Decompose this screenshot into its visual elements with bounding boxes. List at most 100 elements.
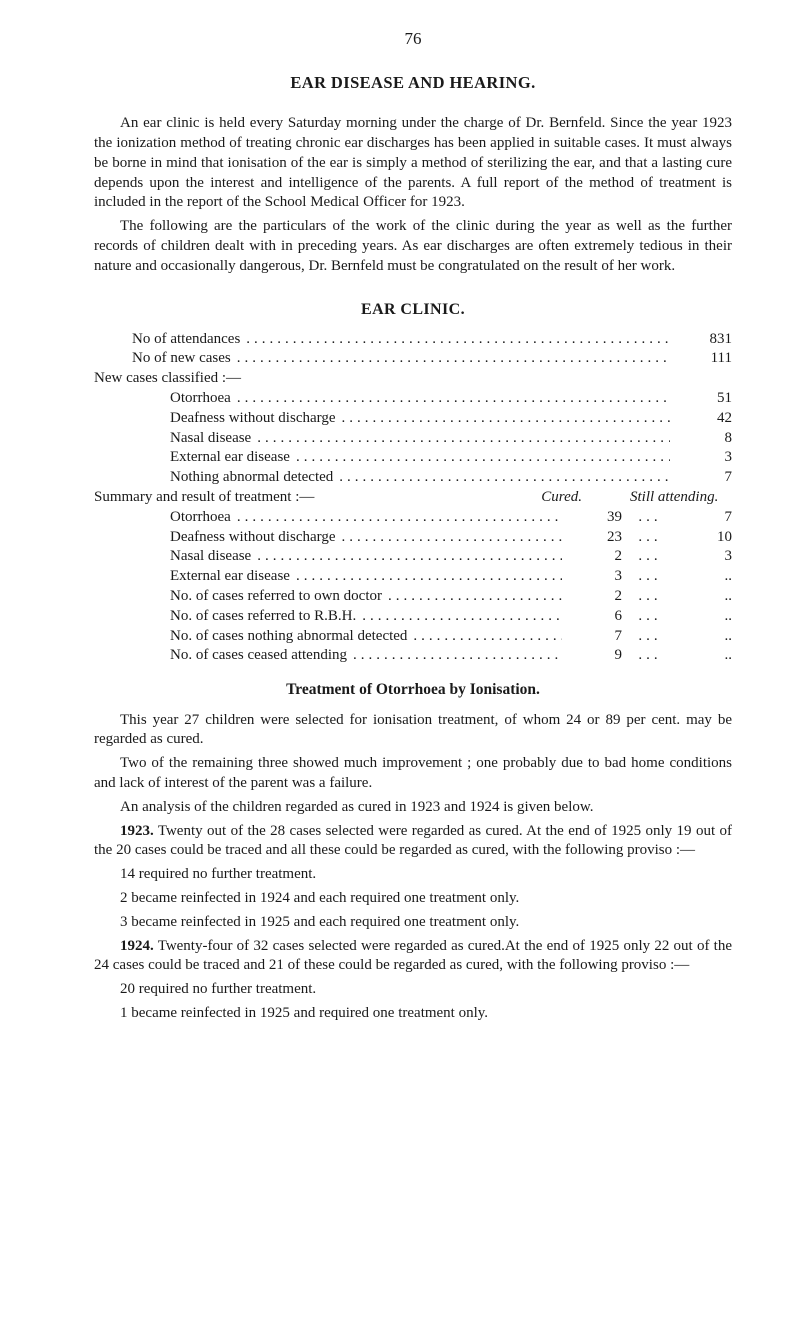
leader-dots: ........................................… xyxy=(231,349,670,369)
page: 76 EAR DISEASE AND HEARING. An ear clini… xyxy=(0,0,800,1320)
value: 7 xyxy=(670,468,732,488)
leader-dots: ... xyxy=(630,607,670,627)
label: Otorrhoea xyxy=(94,389,231,409)
row-s-nasal: Nasal disease ..........................… xyxy=(94,547,732,567)
row-nc-nasal: Nasal disease ..........................… xyxy=(94,429,732,449)
leader-dots: ........................................… xyxy=(336,409,670,429)
leader-dots: ........................................… xyxy=(240,330,670,350)
leader-dots: ... xyxy=(630,547,670,567)
intro-paragraph-1: An ear clinic is held every Saturday mor… xyxy=(94,114,732,213)
row-s-ceased: No. of cases ceased attending ..........… xyxy=(94,646,732,666)
row-s-own-doctor: No. of cases referred to own doctor ....… xyxy=(94,587,732,607)
cured: 23 xyxy=(562,528,630,548)
row-nc-nothing: Nothing abnormal detected ..............… xyxy=(94,468,732,488)
leader-dots: ........................................… xyxy=(347,646,562,666)
year-1923-body: Twenty out of the 28 cases selected were… xyxy=(94,823,732,859)
leader-dots: ........................................… xyxy=(231,389,670,409)
value: 3 xyxy=(670,448,732,468)
cured: 2 xyxy=(562,547,630,567)
cured: 3 xyxy=(562,567,630,587)
row-nc-external: External ear disease ...................… xyxy=(94,448,732,468)
leader-dots: ........................................… xyxy=(290,448,670,468)
treatment-title: Treatment of Otorrhoea by Ionisation. xyxy=(94,680,732,700)
value: 111 xyxy=(670,349,732,369)
still: .. xyxy=(670,607,732,627)
still-header: Still attending. xyxy=(630,488,732,508)
label: No of attendances xyxy=(94,330,240,350)
row-s-otorrhoea: Otorrhoea ..............................… xyxy=(94,508,732,528)
label: Deafness without discharge xyxy=(94,528,336,548)
cured: 6 xyxy=(562,607,630,627)
still: .. xyxy=(670,567,732,587)
cured: 2 xyxy=(562,587,630,607)
label: Nasal disease xyxy=(94,547,251,567)
stats-block: No of attendances ......................… xyxy=(94,330,732,667)
leader-dots: ... xyxy=(630,528,670,548)
year-1924-para: 1924. Twenty-four of 32 cases selected w… xyxy=(94,937,732,977)
leader-dots: ........................................… xyxy=(356,607,562,627)
proviso-20: 20 required no further treatment. xyxy=(94,980,732,1000)
leader-dots: ........................................… xyxy=(336,528,562,548)
main-title: EAR DISEASE AND HEARING. xyxy=(94,72,732,94)
row-s-nothing: No. of cases nothing abnormal detected .… xyxy=(94,627,732,647)
label: No. of cases nothing abnormal detected xyxy=(94,627,407,647)
cured: 7 xyxy=(562,627,630,647)
row-nc-deafness: Deafness without discharge .............… xyxy=(94,409,732,429)
leader-dots: ........................................… xyxy=(231,508,562,528)
still: .. xyxy=(670,587,732,607)
label: Nothing abnormal detected xyxy=(94,468,333,488)
cured-header: Cured. xyxy=(522,488,590,508)
leader-dots: ........................................… xyxy=(290,567,562,587)
year-1923-para: 1923. Twenty out of the 28 cases selecte… xyxy=(94,822,732,862)
treatment-p3: An analysis of the children regarded as … xyxy=(94,798,732,818)
treatment-p1: This year 27 children were selected for … xyxy=(94,711,732,751)
label: External ear disease xyxy=(94,448,290,468)
proviso-14: 14 required no further treatment. xyxy=(94,865,732,885)
still: 10 xyxy=(670,528,732,548)
value: 42 xyxy=(670,409,732,429)
value: 8 xyxy=(670,429,732,449)
label: No. of cases ceased attending xyxy=(94,646,347,666)
leader-dots: ... xyxy=(630,587,670,607)
value: 831 xyxy=(670,330,732,350)
leader-dots: ........................................… xyxy=(382,587,562,607)
proviso-3-1925: 3 became reinfected in 1925 and each req… xyxy=(94,913,732,933)
leader-dots: ... xyxy=(630,627,670,647)
value: 51 xyxy=(670,389,732,409)
label: Deafness without discharge xyxy=(94,409,336,429)
intro-paragraph-2: The following are the particulars of the… xyxy=(94,217,732,276)
year-1924-body: Twenty-four of 32 cases selected were re… xyxy=(94,938,732,974)
label: Nasal disease xyxy=(94,429,251,449)
label: No. of cases referred to own doctor xyxy=(94,587,382,607)
label: Summary and result of treatment :— xyxy=(94,488,314,508)
page-number: 76 xyxy=(94,28,732,50)
cured: 9 xyxy=(562,646,630,666)
row-summary-header: Summary and result of treatment :— Cured… xyxy=(94,488,732,508)
label: No of new cases xyxy=(94,349,231,369)
row-nc-otorrhoea: Otorrhoea ..............................… xyxy=(94,389,732,409)
row-s-deafness: Deafness without discharge .............… xyxy=(94,528,732,548)
row-new-cases-classified: New cases classified :— xyxy=(94,369,732,389)
proviso-1-1925: 1 became reinfected in 1925 and required… xyxy=(94,1004,732,1024)
year-1924-lead: 1924. xyxy=(120,938,154,954)
leader-dots: ........................................… xyxy=(407,627,562,647)
proviso-2-1924: 2 became reinfected in 1924 and each req… xyxy=(94,889,732,909)
clinic-title: EAR CLINIC. xyxy=(94,299,732,320)
leader-dots: ........................................… xyxy=(251,547,562,567)
still: 7 xyxy=(670,508,732,528)
leader-dots: ... xyxy=(630,567,670,587)
leader-dots: ... xyxy=(630,508,670,528)
label: Otorrhoea xyxy=(94,508,231,528)
leader-dots: ........................................… xyxy=(333,468,670,488)
label: External ear disease xyxy=(94,567,290,587)
row-s-external: External ear disease ...................… xyxy=(94,567,732,587)
still: .. xyxy=(670,646,732,666)
row-attendances: No of attendances ......................… xyxy=(94,330,732,350)
cured: 39 xyxy=(562,508,630,528)
leader-dots: ........................................… xyxy=(251,429,670,449)
still: 3 xyxy=(670,547,732,567)
label: No. of cases referred to R.B.H. xyxy=(94,607,356,627)
label: New cases classified :— xyxy=(94,369,241,389)
row-new-cases: No of new cases ........................… xyxy=(94,349,732,369)
row-s-rbh: No. of cases referred to R.B.H. ........… xyxy=(94,607,732,627)
